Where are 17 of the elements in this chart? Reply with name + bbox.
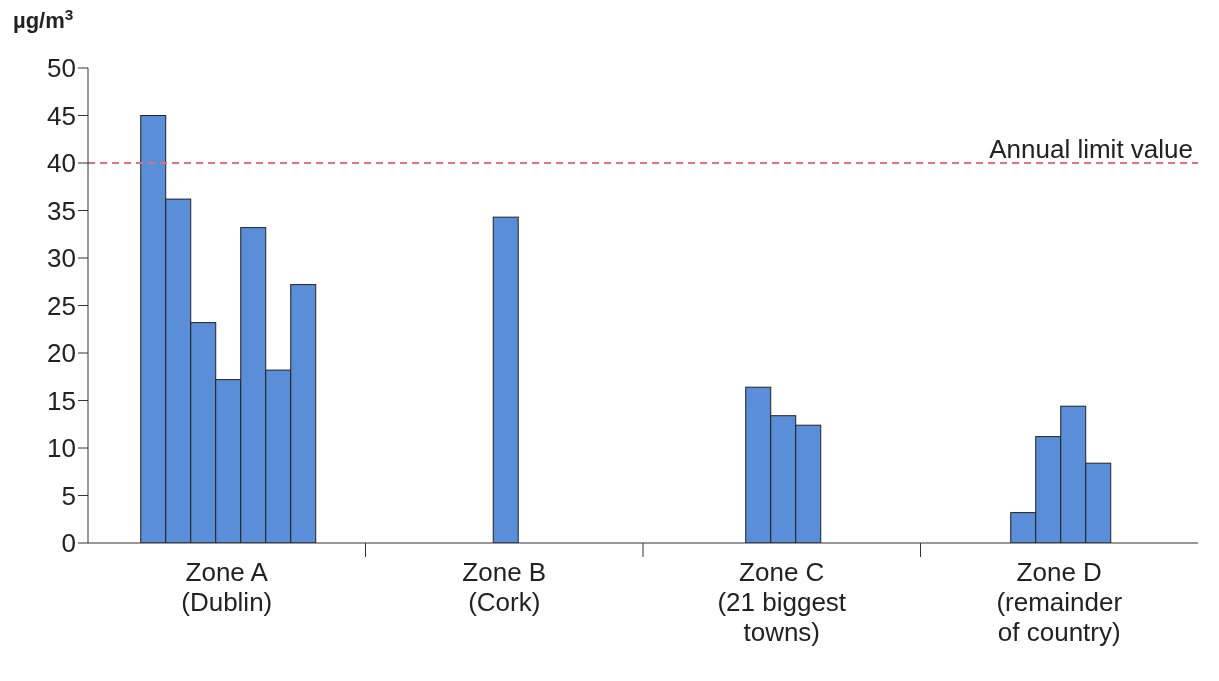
x-tick-label: Zone D (remainder of country) <box>996 557 1123 647</box>
y-tick-label: 50 <box>47 53 76 84</box>
x-tick-label: Zone B (Cork) <box>462 557 547 617</box>
ref-line-label: Annual limit value <box>989 134 1193 164</box>
y-tick-label: 40 <box>47 148 76 179</box>
y-axis-title: µg/m$^{3}$ <box>13 5 74 33</box>
x-tick-label: Zone A (Dublin) <box>181 557 273 617</box>
y-tick-label: 0 <box>61 528 76 559</box>
x-tick-label: Zone C (21 biggest towns) <box>717 557 847 647</box>
y-tick-label: 35 <box>47 195 76 226</box>
y-tick-label: 30 <box>47 243 76 274</box>
y-tick-label: 10 <box>47 433 76 464</box>
y-tick-label: 45 <box>47 100 76 131</box>
y-tick-label: 15 <box>47 385 76 416</box>
y-tick-label: 20 <box>47 338 76 369</box>
y-tick-label: 5 <box>61 480 76 511</box>
y-tick-label: 25 <box>47 290 76 321</box>
